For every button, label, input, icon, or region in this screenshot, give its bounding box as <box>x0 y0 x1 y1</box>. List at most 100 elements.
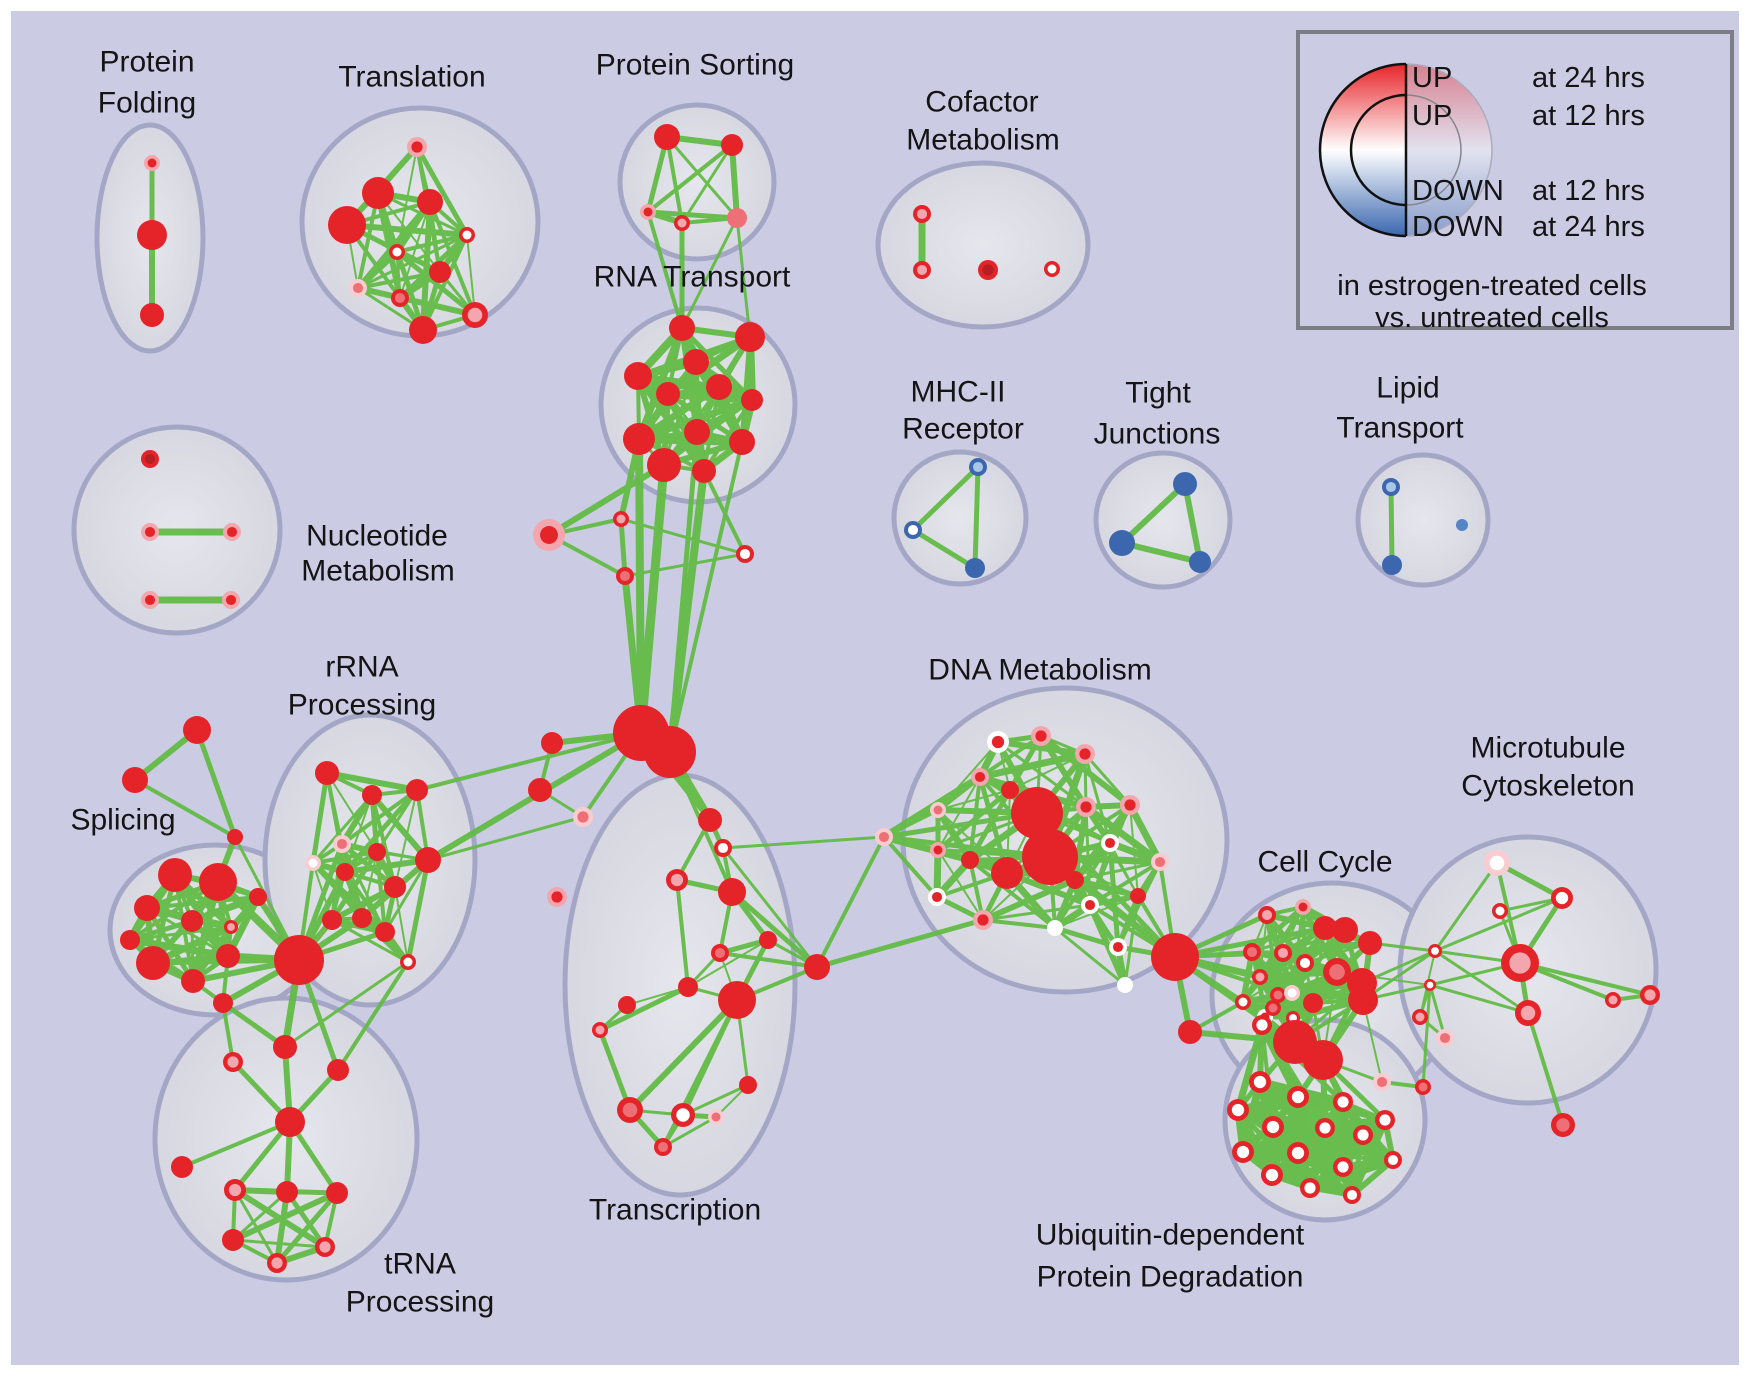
gene-node <box>1235 994 1251 1010</box>
gene-node-outer-ring <box>406 779 428 801</box>
gene-node <box>674 215 690 231</box>
network-edge <box>882 808 940 839</box>
gene-node <box>1412 1009 1428 1025</box>
gene-node <box>1284 985 1300 1001</box>
network-edge <box>1348 1116 1389 1199</box>
cluster-label-dna-metabolism: DNA Metabolism <box>928 654 1151 687</box>
gene-node-outer-ring <box>698 808 722 832</box>
gene-node-inner-core <box>1289 1014 1297 1022</box>
network-edge <box>735 216 752 339</box>
gene-node-inner-core <box>878 831 890 843</box>
gene-node-outer-ring <box>362 785 382 805</box>
network-edge <box>395 233 469 254</box>
gene-node-outer-ring <box>618 996 636 1014</box>
network-edge <box>1280 940 1373 956</box>
gene-node-outer-ring <box>336 863 354 881</box>
network-edge <box>1172 925 1328 960</box>
network-edge <box>394 886 409 963</box>
gene-node-outer-ring <box>718 981 756 1019</box>
gene-node-inner-core <box>1319 1122 1331 1134</box>
gene-node <box>1044 261 1060 277</box>
gene-node <box>400 954 416 970</box>
gene-node-outer-ring <box>409 316 437 344</box>
gene-node-inner-core <box>717 842 729 854</box>
gene-node-outer-ring <box>122 767 148 793</box>
gene-node <box>1274 944 1292 962</box>
gene-node-inner-core <box>144 453 156 465</box>
network-edge <box>721 835 886 850</box>
gene-node <box>349 279 367 297</box>
gene-node <box>305 855 321 871</box>
gene-node <box>1428 944 1442 958</box>
gene-node-outer-ring <box>183 716 211 744</box>
gene-node-outer-ring <box>1047 920 1063 936</box>
gene-node <box>141 591 159 609</box>
gene-node-outer-ring <box>1151 933 1199 981</box>
gene-node <box>224 1179 246 1201</box>
network-edge <box>1053 926 1127 987</box>
gene-node-inner-core <box>1287 988 1297 998</box>
gene-node <box>1424 979 1436 991</box>
gene-node <box>322 910 342 930</box>
cluster-mhc-ii-receptor-ellipse <box>891 449 1029 587</box>
gene-node-outer-ring <box>623 423 655 455</box>
network-edge <box>668 440 744 754</box>
gene-node-outer-ring <box>322 910 342 930</box>
gene-node <box>1109 530 1135 556</box>
gene-node <box>389 244 405 260</box>
network-edge <box>1249 904 1306 955</box>
network-edge <box>336 960 410 1072</box>
gene-node <box>624 362 652 390</box>
gene-node-inner-core <box>308 858 318 868</box>
gene-node <box>711 944 729 962</box>
gene-node <box>181 910 203 932</box>
gene-node-outer-ring <box>1109 530 1135 556</box>
gene-node-outer-ring <box>1348 985 1378 1015</box>
network-edge <box>935 787 1013 853</box>
network-edge <box>680 216 739 330</box>
network-edge <box>687 939 769 988</box>
gene-node <box>1232 1141 1254 1163</box>
network-edge <box>399 201 431 299</box>
gene-node-inner-core <box>972 461 984 473</box>
gene-node <box>141 523 159 541</box>
gene-node <box>1375 1110 1395 1130</box>
network-edge <box>1009 753 1086 791</box>
network-edge <box>718 951 819 969</box>
gene-node <box>276 1181 298 1203</box>
network-edge <box>231 1238 327 1249</box>
gene-node <box>729 429 755 455</box>
gene-node <box>654 1138 672 1156</box>
gene-node-inner-core <box>1520 1005 1536 1021</box>
gene-node <box>362 785 382 805</box>
network-edge <box>1172 954 1298 1045</box>
gene-node-inner-core <box>933 805 943 815</box>
network-edge <box>1526 1011 1565 1127</box>
network-edge <box>597 984 691 1033</box>
gene-node <box>137 220 167 250</box>
cluster-label-tight-junctions: Tight <box>1125 377 1191 410</box>
network-edge <box>972 464 981 571</box>
gene-node <box>336 863 354 881</box>
gene-node-outer-ring <box>1382 555 1402 575</box>
gene-node <box>406 779 428 801</box>
gene-node-inner-core <box>1298 902 1308 912</box>
gene-node-inner-core <box>595 1025 605 1035</box>
network-edge <box>729 142 740 221</box>
gene-node <box>965 558 985 578</box>
gene-node-inner-core <box>1266 1120 1280 1134</box>
gene-node-inner-core <box>147 158 157 168</box>
gene-node <box>987 731 1009 753</box>
network-edge <box>126 936 232 960</box>
network-edge <box>976 750 1089 781</box>
cluster-label-cofactor-metabolism: Cofactor <box>925 86 1038 119</box>
gene-node-outer-ring <box>171 1156 193 1178</box>
gene-node <box>1515 1000 1541 1026</box>
gene-node <box>222 1229 244 1251</box>
network-edge <box>415 731 643 792</box>
gene-node <box>678 977 698 997</box>
network-edge <box>968 858 1057 930</box>
network-edge <box>1052 925 1121 950</box>
gene-node <box>647 448 681 482</box>
gene-node-outer-ring <box>1117 977 1133 993</box>
